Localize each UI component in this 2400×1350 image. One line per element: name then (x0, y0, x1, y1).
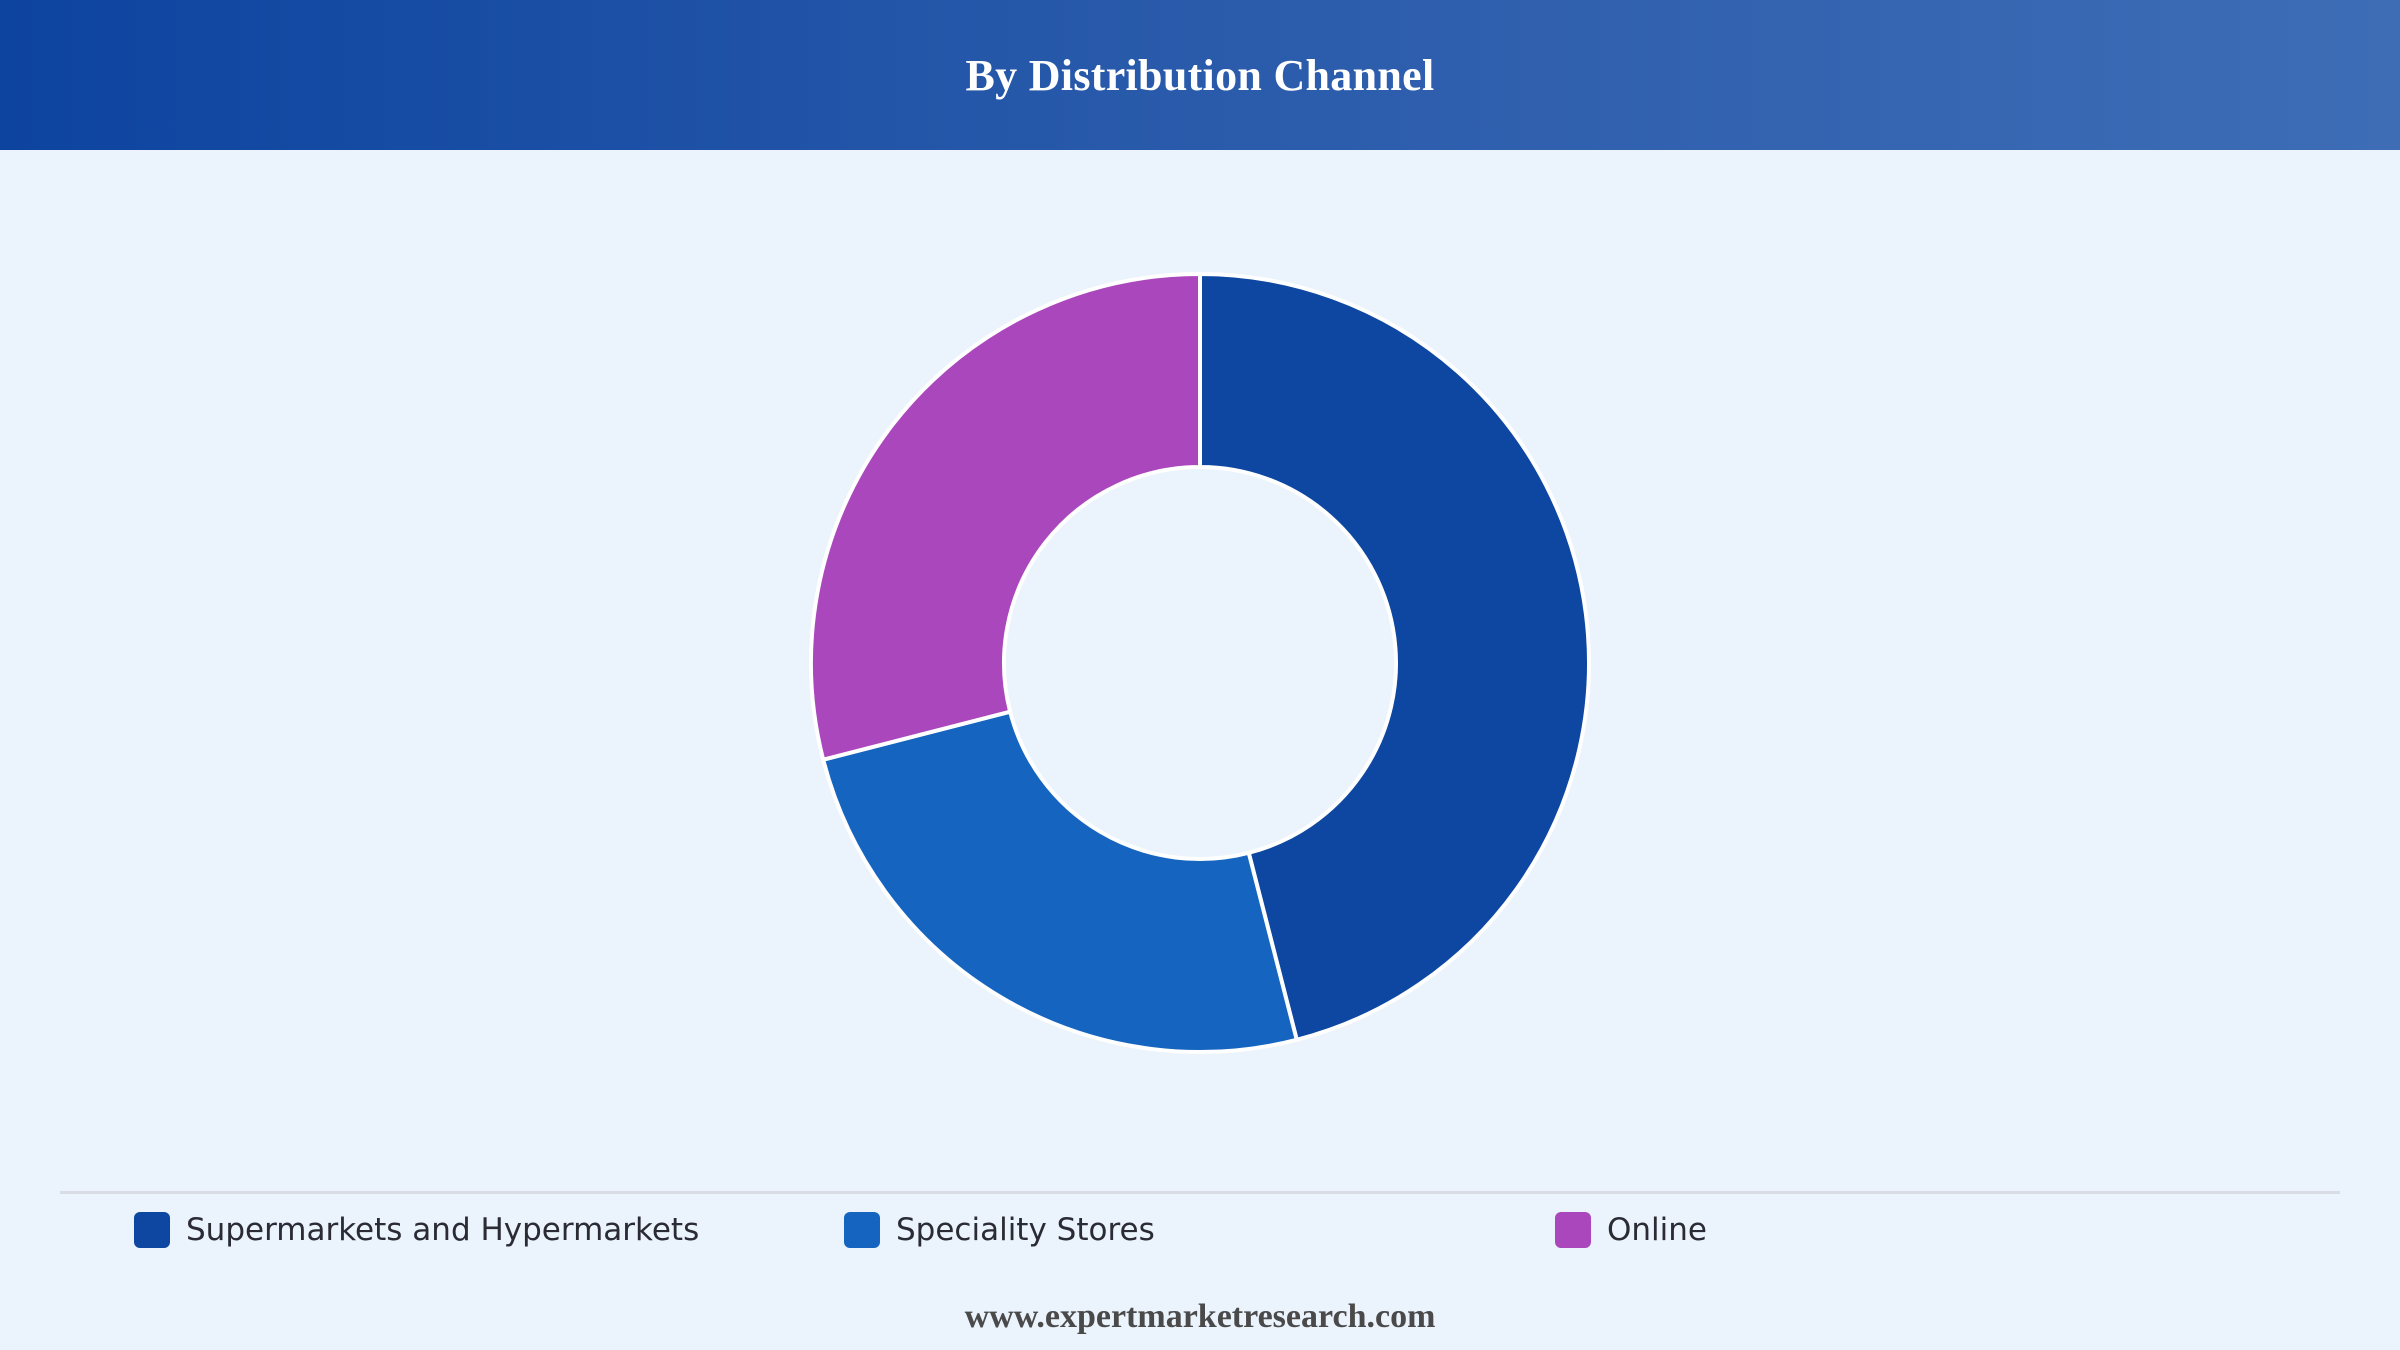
legend-swatch-speciality-stores (844, 1212, 880, 1248)
donut-slice-online[interactable] (809, 272, 1202, 762)
donut-chart (809, 272, 1591, 1054)
legend-label-online: Online (1607, 1212, 1707, 1248)
legend-label-speciality-stores: Speciality Stores (896, 1212, 1155, 1248)
legend-item-supermarkets[interactable]: Supermarkets and Hypermarkets (134, 1208, 699, 1252)
chart-area (0, 150, 2400, 1190)
chart-title: By Distribution Channel (965, 50, 1435, 100)
donut-slice-supermarkets[interactable] (1198, 272, 1591, 1042)
legend-item-speciality-stores[interactable]: Speciality Stores (844, 1208, 1155, 1252)
chart-header: By Distribution Channel (0, 0, 2400, 150)
legend-divider (60, 1191, 2340, 1194)
legend-swatch-supermarkets (134, 1212, 170, 1248)
chart-legend: Supermarkets and Hypermarkets Speciality… (0, 1208, 2400, 1252)
source-footer: www.expertmarketresearch.com (964, 1298, 1436, 1335)
legend-label-supermarkets: Supermarkets and Hypermarkets (186, 1212, 700, 1248)
legend-item-online[interactable]: Online (1555, 1208, 1707, 1252)
legend-swatch-online (1555, 1212, 1591, 1248)
donut-slice-speciality-stores[interactable] (821, 709, 1299, 1054)
